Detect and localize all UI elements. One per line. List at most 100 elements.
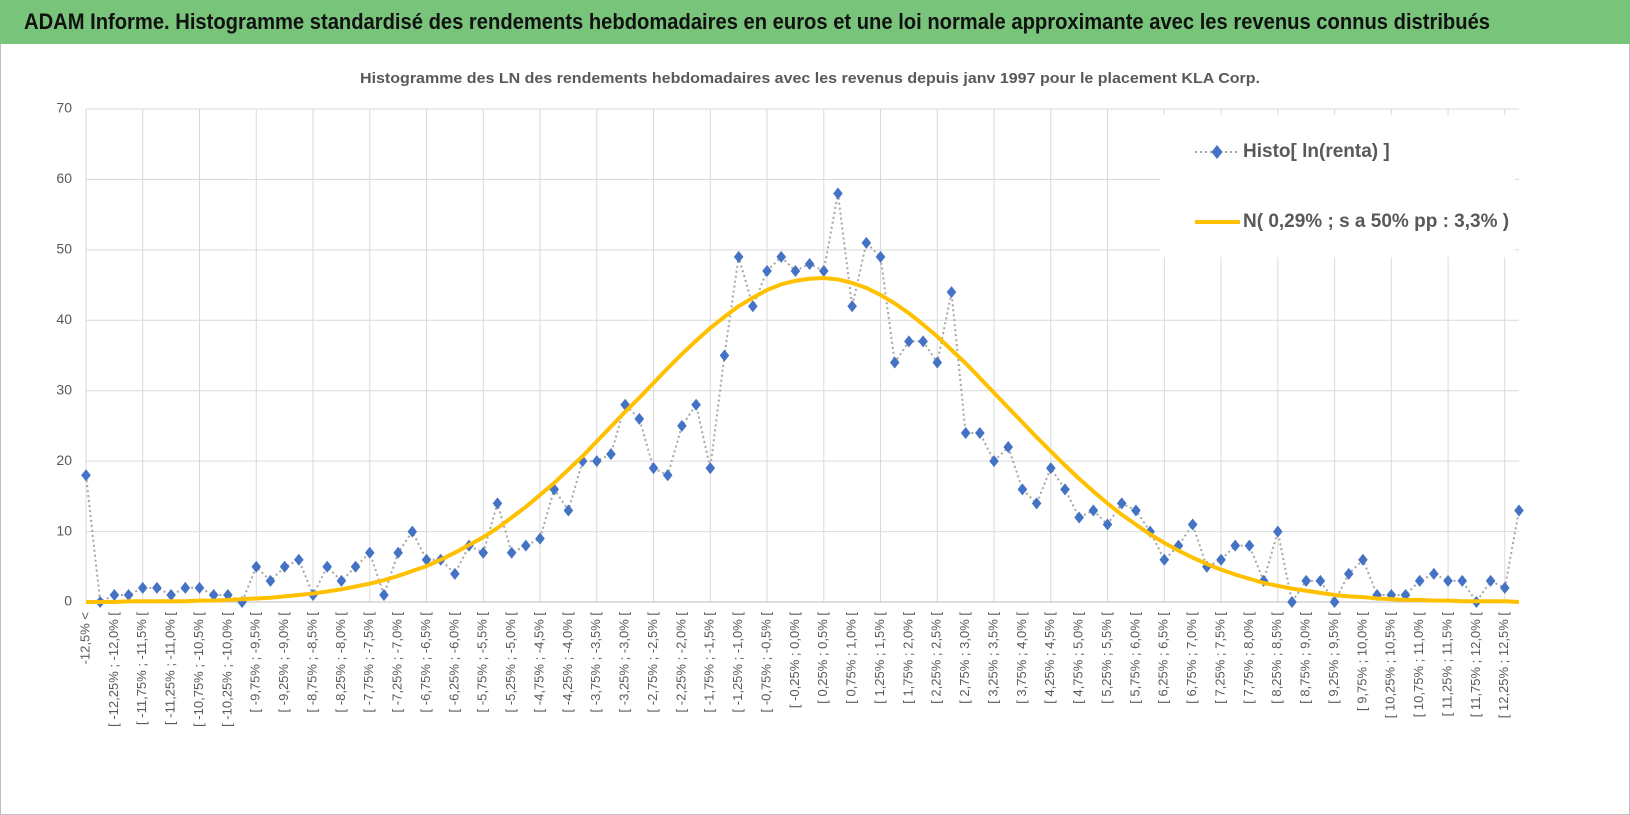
data-point — [1131, 504, 1141, 517]
legend-box — [1160, 115, 1515, 257]
data-point — [733, 250, 744, 263]
x-tick-label: [ -0,25% ; 0,0% [ — [787, 612, 802, 708]
data-point — [1343, 567, 1354, 580]
data-point — [847, 300, 857, 313]
x-tick-label: [ -2,75% ; -2,5% [ — [645, 612, 660, 713]
data-point — [1017, 483, 1028, 496]
data-point — [123, 588, 134, 601]
data-point — [606, 448, 616, 461]
x-tick-label: [ 9,75% ; 10,0% [ — [1354, 612, 1369, 711]
x-tick-label: [ -1,75% ; -1,5% [ — [702, 612, 717, 713]
x-tick-label: [ 1,25% ; 1,5% [ — [872, 612, 887, 704]
y-tick-label: 20 — [56, 452, 72, 468]
x-tick-label: [ 5,25% ; 5,5% [ — [1099, 612, 1114, 704]
x-tick-label: [ 1,75% ; 2,0% [ — [900, 612, 915, 704]
data-point — [194, 581, 205, 594]
data-point — [1045, 462, 1056, 475]
x-tick-label: [ -6,75% ; -6,5% [ — [418, 612, 433, 713]
x-tick-label: [ -11,75% ; -11,5% [ — [134, 612, 149, 725]
data-point — [1116, 497, 1127, 510]
data-point — [1230, 539, 1241, 552]
x-tick-label: [ 4,75% ; 5,0% [ — [1071, 612, 1086, 704]
data-point — [1187, 518, 1198, 531]
data-point — [648, 462, 659, 475]
data-point — [521, 539, 531, 552]
data-point — [1074, 511, 1084, 524]
x-tick-label: [ 0,25% ; 0,5% [ — [815, 612, 830, 704]
data-point — [1159, 553, 1170, 566]
data-point — [379, 588, 389, 601]
data-point — [294, 553, 304, 566]
header-title: ADAM Informe. Histogramme standardisé de… — [24, 9, 1490, 34]
data-point — [1315, 574, 1326, 587]
data-point — [1457, 574, 1468, 587]
data-point — [535, 532, 545, 545]
x-tick-label: [ -10,75% ; -10,5% [ — [191, 612, 206, 727]
data-point — [691, 398, 701, 411]
x-tick-label: [ 7,25% ; 7,5% [ — [1212, 612, 1227, 704]
data-point — [1088, 504, 1099, 517]
x-tick-label: [ 2,75% ; 3,0% [ — [957, 612, 972, 704]
x-tick-label: [ -7,75% ; -7,5% [ — [361, 612, 376, 713]
data-point — [705, 462, 716, 475]
data-point — [1102, 518, 1113, 531]
data-point — [932, 356, 943, 369]
x-tick-label: [ 12,25% ; 12,5% [ — [1496, 612, 1511, 719]
data-point — [81, 469, 91, 482]
x-tick-label: [ -8,25% ; -8,0% [ — [333, 612, 348, 713]
data-point — [152, 581, 162, 594]
data-point — [1031, 497, 1042, 510]
data-point — [563, 504, 574, 517]
x-tick-label: [ -3,75% ; -3,5% [ — [588, 612, 603, 713]
data-point — [421, 553, 432, 566]
x-tick-label: [ -6,25% ; -6,0% [ — [446, 612, 461, 713]
data-point — [180, 581, 191, 594]
data-point — [1429, 567, 1439, 580]
data-point — [1244, 539, 1255, 552]
x-tick-label: -12,5% < — [77, 612, 92, 664]
data-point — [1329, 596, 1340, 608]
data-point — [1003, 441, 1014, 454]
x-tick-label: [ -9,75% ; -9,5% [ — [248, 612, 263, 713]
x-tick-label: [ -2,25% ; -2,0% [ — [673, 612, 688, 713]
data-point — [634, 412, 645, 425]
x-tick-label: [ 0,75% ; 1,0% [ — [844, 612, 859, 704]
y-tick-label: 60 — [56, 170, 72, 186]
chart-title: Histogramme des LN des rendements hebdom… — [360, 70, 1260, 87]
legend-marker — [1211, 145, 1223, 159]
y-tick-label: 30 — [56, 381, 72, 397]
x-tick-label: [ 7,75% ; 8,0% [ — [1241, 612, 1256, 704]
header-bar — [0, 0, 1630, 44]
x-tick-label: [ 8,25% ; 8,5% [ — [1269, 612, 1284, 704]
data-point — [251, 560, 262, 573]
x-tick-label: [ -4,25% ; -4,0% [ — [560, 612, 575, 713]
data-point — [450, 567, 460, 580]
x-tick-label: [ -7,25% ; -7,0% [ — [390, 612, 405, 713]
data-point — [889, 356, 900, 369]
data-point — [1273, 525, 1283, 538]
x-tick-label: [ -0,75% ; -0,5% [ — [758, 612, 773, 713]
data-point — [506, 546, 517, 559]
data-point — [833, 187, 843, 200]
x-tick-label: [ 10,75% ; 11,0% [ — [1411, 612, 1426, 718]
data-point — [279, 560, 290, 573]
x-tick-label: [ 9,25% ; 9,5% [ — [1326, 612, 1341, 704]
data-point — [975, 426, 985, 439]
data-point — [322, 560, 332, 573]
x-tick-label: [ -5,25% ; -5,0% [ — [503, 612, 518, 713]
x-tick-label: [ 11,25% ; 11,5% [ — [1439, 612, 1454, 717]
data-point — [776, 250, 787, 263]
data-point — [1414, 574, 1425, 587]
data-point — [591, 455, 602, 468]
x-tick-label: [ 11,75% ; 12,0% [ — [1468, 612, 1483, 718]
data-point — [492, 497, 503, 510]
data-point — [1485, 574, 1496, 587]
data-point — [762, 264, 772, 277]
x-tick-label: [ -4,75% ; -4,5% [ — [531, 612, 546, 713]
y-tick-label: 70 — [56, 100, 72, 116]
x-tick-label: [ 10,25% ; 10,5% [ — [1383, 612, 1398, 719]
data-point — [478, 546, 489, 559]
x-tick-label: [ -5,75% ; -5,5% [ — [475, 612, 490, 713]
data-point — [208, 588, 219, 601]
